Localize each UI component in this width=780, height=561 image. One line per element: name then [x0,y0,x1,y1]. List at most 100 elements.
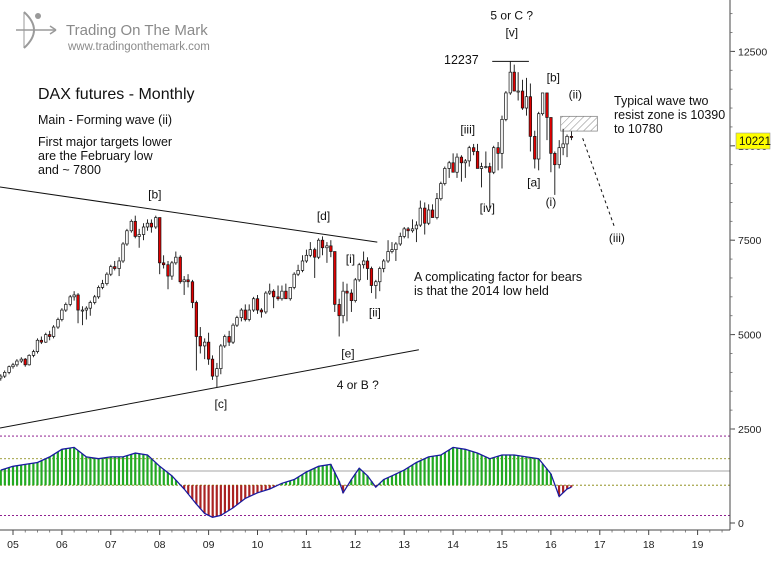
candle-body [272,290,276,298]
current-price-box [735,132,771,150]
candle [496,142,500,171]
candle-body [427,209,431,224]
candle-body [268,290,272,294]
candle [304,249,309,263]
candle-body [259,309,264,313]
candlesticks [0,61,574,388]
candle-body [479,166,484,169]
candle-body [414,224,419,230]
candle-body [504,92,508,120]
candle [23,358,27,367]
candle-body [215,368,219,377]
candle [210,355,215,380]
candle [333,251,337,312]
candle [170,260,174,280]
candle-body [247,309,251,320]
candle-body [158,217,162,264]
candle [178,255,182,284]
candle [386,240,390,263]
candle [39,336,43,345]
candle-body [353,279,357,301]
candle [35,338,40,354]
candle-body [537,113,541,160]
candle-body [357,264,361,281]
candle [524,77,529,116]
projection-line [582,138,615,228]
candle-body [117,260,121,269]
candle [528,83,532,152]
candle-body [329,245,333,252]
candle-body [125,230,129,245]
candle [565,134,569,158]
peak-label: 12237 [444,53,479,67]
candle [154,215,158,229]
candle-body [492,147,496,173]
candle [272,289,276,309]
x-tick-label: 08 [154,539,166,551]
brand-url[interactable]: www.tradingonthemark.com [67,41,210,53]
candle-body [459,156,464,164]
candle [31,349,36,358]
candle-body [402,228,406,237]
candle [288,287,292,301]
candle [296,264,300,277]
candle [329,240,333,258]
wave-label: [i] [346,252,355,266]
candle-body [31,351,36,356]
wave-label: (i) [546,195,557,209]
candle-body [320,239,325,249]
candle-body [533,136,537,160]
x-tick-label: 05 [7,539,19,551]
candle-body [333,251,337,305]
candle [484,151,488,169]
note-resist-line-3: to 10780 [614,122,663,136]
candle-body [561,143,565,149]
candle [145,219,150,231]
candle-body [235,317,239,326]
candle [149,219,154,233]
candle [174,251,178,265]
candle [512,64,516,92]
candle-body [137,234,141,237]
candle [390,242,394,254]
candle [427,204,431,226]
candle-body [51,326,56,337]
wave-label: [d] [317,209,330,223]
note-bears-line-2: is that the 2014 low held [414,284,549,298]
candle [113,260,117,271]
wave-label: [b] [148,188,161,202]
candle-body [231,324,235,343]
note-bears-line-1: A complicating factor for bears [414,270,582,284]
candle [247,304,251,322]
candle [459,155,464,182]
candle-body [390,249,394,252]
candle [475,143,480,169]
candle-body [280,290,284,300]
candle [68,294,72,307]
candle [64,302,68,312]
wave-labels: [b] [c] [d] [e] 4 or B ? [i] [ii] [iii] [iv] 5 or… [148,8,625,411]
candle-body [48,334,52,337]
candle-body [475,151,480,169]
candle [19,357,23,363]
candle-body [23,358,27,366]
candle [353,277,357,303]
candle-body [423,207,427,224]
candle [276,285,280,301]
candle [365,257,370,280]
candle-body [76,294,80,311]
note-resist-line-1: Typical wave two [614,94,709,108]
candle-body [227,336,231,343]
candle-body [109,266,113,275]
candle-body [60,309,64,320]
candle-body [540,92,545,115]
oscillator-panel [0,435,730,518]
candle [533,130,537,169]
candle-body [345,290,349,294]
candle [451,153,455,173]
candle-body [161,262,166,266]
candle-body [394,243,398,250]
candle [349,289,354,312]
candle-body [418,207,422,226]
